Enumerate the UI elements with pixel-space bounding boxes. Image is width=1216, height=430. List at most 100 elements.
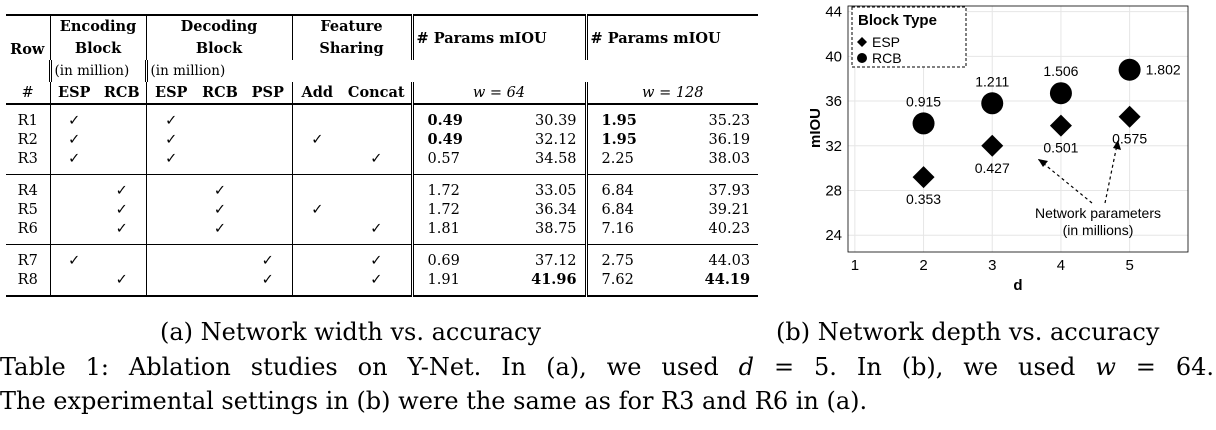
- value-p64: 1.81: [410, 219, 513, 245]
- value-m64: 33.05: [535, 182, 577, 199]
- value-p128: 2.75: [584, 244, 687, 270]
- params-miou-header-w64: # Params mIOU: [410, 15, 587, 60]
- caption-part-1: Table 1: Ablation studies on Y-Net. In (…: [0, 353, 739, 381]
- dec-psp-cell: [244, 130, 292, 149]
- enc-rcb-cell: [98, 130, 146, 149]
- value-m64: 30.39: [535, 112, 577, 129]
- row-id: R1: [17, 112, 38, 129]
- rcb-point: [1118, 58, 1141, 81]
- fs-add-cell: [291, 149, 343, 175]
- value-p64: 1.72: [410, 174, 513, 200]
- caption-part-2: = 5. In (b), we used: [754, 353, 1096, 381]
- table-row: R1 ✓ ✓ 0.49 30.39 1.95 35.23: [6, 104, 758, 130]
- y-axis-label: mIOU: [807, 108, 824, 148]
- enc-rcb-cell: ✓: [98, 219, 146, 245]
- esp-point-label: 0.353: [906, 191, 941, 207]
- value-m128: 36.19: [708, 131, 751, 148]
- dec-esp-cell: [145, 200, 196, 219]
- table-row: R5 ✓ ✓ ✓ 1.72 36.34 6.84 39.21: [6, 200, 758, 219]
- fs-concat-cell: ✓: [342, 245, 412, 271]
- dec-esp-cell: ✓: [145, 130, 196, 149]
- dec-esp-cell: [145, 244, 196, 270]
- checkmark-icon: ✓: [370, 271, 383, 288]
- row-id: R5: [17, 201, 38, 218]
- chart-ticks: 1 2 3 4 5 24 28 32 36 40 44: [825, 4, 1133, 274]
- enc-rcb-cell: ✓: [98, 200, 146, 219]
- dec-rcb-cell: ✓: [196, 175, 244, 201]
- fs-concat-cell: [342, 200, 412, 219]
- ablation-table: Row Encoding Block Decoding Block Featur…: [6, 14, 759, 297]
- y-tick-label: 24: [825, 227, 842, 244]
- value-m128: 37.93: [708, 182, 751, 199]
- checkmark-icon: ✓: [261, 271, 274, 288]
- y-tick-label: 28: [825, 183, 842, 200]
- caption-w-symbol: w: [1095, 353, 1116, 381]
- row-id: R3: [6, 149, 50, 175]
- enc-esp-header: ESP: [49, 82, 98, 104]
- value-p64: 0.49: [410, 130, 513, 149]
- checkmark-icon: ✓: [115, 201, 128, 218]
- dec-psp-cell: [244, 149, 293, 175]
- dec-rcb-cell: [196, 245, 244, 271]
- table-row: R7 ✓ ✓ ✓ 0.69 37.12 2.75 44.03: [6, 244, 758, 271]
- fs-add-cell: ✓: [291, 200, 343, 219]
- value-m128: 44.03: [708, 252, 751, 269]
- x-axis-label: d: [1013, 277, 1022, 294]
- legend-title: Block Type: [858, 12, 937, 29]
- annotation-arrow-left: [1037, 158, 1093, 204]
- legend-box: [851, 6, 967, 68]
- row-number-header: #: [21, 84, 34, 101]
- dec-psp-header: PSP: [251, 84, 284, 101]
- feature-sharing-header: Feature Sharing: [291, 15, 413, 60]
- table-caption: Table 1: Ablation studies on Y-Net. In (…: [0, 350, 1214, 418]
- value-p128: 7.62: [584, 270, 687, 297]
- value-p128: 6.84: [584, 200, 687, 219]
- dec-rcb-cell: [196, 149, 244, 175]
- caption-d-symbol: d: [738, 353, 755, 381]
- enc-esp-cell: ✓: [49, 130, 98, 149]
- legend-diamond-icon: [857, 37, 867, 47]
- depth-accuracy-chart: 1 2 3 4 5 24 28 32 36 40 44 d mIOU Block Type ESP …: [807, 4, 1189, 294]
- x-tick-label: 3: [988, 257, 996, 274]
- feature-sharing-label: Feature Sharing: [319, 18, 384, 57]
- width-64-header: w = 64: [410, 82, 587, 104]
- dec-psp-cell: [244, 219, 293, 245]
- caption-line-2: The experimental settings in (b) were th…: [0, 387, 868, 415]
- value-p128: 7.16: [584, 219, 687, 245]
- value-p64: 0.49: [410, 104, 513, 130]
- value-m128: 39.21: [708, 201, 751, 218]
- rcb-point: [1049, 82, 1072, 105]
- subcaption-b: (b) Network depth vs. accuracy: [776, 318, 1160, 346]
- annotation-arrowhead-left: [1038, 159, 1048, 167]
- fs-concat-cell: ✓: [342, 149, 413, 175]
- fs-concat-cell: [342, 104, 412, 130]
- fs-concat-cell: ✓: [342, 270, 413, 297]
- row-id: R6: [6, 219, 50, 245]
- rcb-point-label: 1.506: [1043, 63, 1078, 79]
- checkmark-icon: ✓: [261, 252, 274, 269]
- y-tick-label: 32: [825, 138, 842, 155]
- row-id: R4: [17, 182, 38, 199]
- checkmark-icon: ✓: [115, 220, 128, 237]
- annotation-line-2: (in millions): [1063, 222, 1134, 238]
- in-million-label-w64: (in million): [48, 60, 146, 82]
- row-id: R8: [6, 270, 50, 297]
- legend-esp-label: ESP: [872, 34, 900, 50]
- value-p128: 6.84: [584, 174, 687, 200]
- value-p128: 1.95: [584, 130, 687, 149]
- table-row: R8 ✓ ✓ ✓ 1.91 41.96 7.62 44.19: [6, 270, 759, 297]
- chart-legend: Block Type ESP RCB: [851, 6, 967, 68]
- enc-rcb-cell: [98, 245, 146, 271]
- fs-add-header: Add: [291, 82, 343, 104]
- dec-esp-cell: ✓: [145, 104, 196, 130]
- checkmark-icon: ✓: [165, 112, 178, 129]
- fs-concat-header: Concat: [347, 84, 405, 101]
- network-params-annotation: Network parameters (in millions): [1035, 139, 1161, 238]
- table-row: R3 ✓ ✓ ✓ 0.57 34.58 2.25 38.03: [6, 149, 759, 175]
- in-million-label-w128: (in million): [144, 60, 244, 82]
- checkmark-icon: ✓: [370, 220, 383, 237]
- value-m64: 34.58: [512, 149, 587, 175]
- legend-rcb-label: RCB: [872, 50, 902, 66]
- width-128-label: w = 128: [642, 84, 704, 101]
- table-body: R1 ✓ ✓ 0.49 30.39 1.95 35.23 R2 ✓ ✓ ✓ 0.49 32.12 1.95…: [6, 104, 759, 297]
